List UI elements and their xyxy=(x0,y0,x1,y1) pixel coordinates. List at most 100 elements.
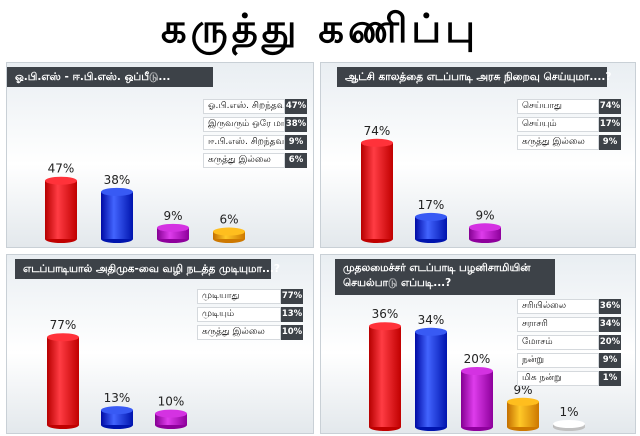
legend-label: ஓ.பி.எஸ். சிறந்தவர் xyxy=(203,99,285,114)
legend-item: நன்று 9% xyxy=(517,353,621,368)
legend-label: நன்று xyxy=(517,353,599,368)
data-label: 9% xyxy=(163,209,182,223)
bar-chart: 36% 34% 20% 9% 1% xyxy=(369,307,585,431)
legend-value: 1% xyxy=(599,371,621,386)
chart-panel-admk-lead: எடப்பாடியால் அதிமுக-வை வழி நடத்த முடியும… xyxy=(6,254,314,434)
legend-label: கருத்து இல்லை xyxy=(197,325,281,340)
bar-top xyxy=(507,397,539,406)
bar xyxy=(157,227,189,239)
legend-item: ஓ.பி.எஸ். சிறந்தவர் 47% xyxy=(203,99,307,114)
legend-item: செய்யும் 17% xyxy=(517,117,621,132)
legend-item: கருத்து இல்லை 9% xyxy=(517,135,621,150)
chart-panel-govt-term: ஆட்சி காலத்தை எடப்பாடி அரசு நிறைவு செய்ய… xyxy=(320,62,636,248)
legend-item: ஈ.பி.எஸ். சிறந்தவர் 9% xyxy=(203,135,307,150)
bar xyxy=(469,227,501,239)
data-label: 9% xyxy=(475,208,494,222)
legend-item: கருத்து இல்லை 10% xyxy=(197,325,303,340)
bar xyxy=(361,142,393,239)
legend-item: மிக நன்று 1% xyxy=(517,371,621,386)
legend-value: 17% xyxy=(599,117,621,132)
chart-title: ஓ.பி.எஸ் - ஈ.பி.எஸ். ஒப்பீடு... xyxy=(7,67,213,87)
legend-item: கருத்து இல்லை 6% xyxy=(203,153,307,168)
bar-top xyxy=(47,333,79,342)
data-label: 38% xyxy=(104,173,131,187)
bar-top xyxy=(415,212,447,221)
legend-label: இருவரும் ஒரே மாதிரி xyxy=(203,117,285,132)
bar-top xyxy=(361,138,393,147)
legend-value: 74% xyxy=(599,99,621,114)
legend-label: கருத்து இல்லை xyxy=(203,153,285,168)
legend-label: செய்யும் xyxy=(517,117,599,132)
legend-label: மிக நன்று xyxy=(517,371,599,386)
data-label: 17% xyxy=(418,198,445,212)
bar xyxy=(101,410,133,425)
bar-top xyxy=(101,187,133,196)
bar-top xyxy=(369,322,401,331)
legend-item: மோசம் 20% xyxy=(517,335,621,350)
legend-value: 47% xyxy=(285,99,307,114)
legend-value: 77% xyxy=(281,289,303,304)
bar-chart: 74% 17% 9% xyxy=(361,124,501,243)
data-label: 34% xyxy=(418,313,445,327)
legend: செய்யாது 74% செய்யும் 17% கருத்து இல்லை 9% xyxy=(517,99,621,153)
bar xyxy=(101,191,133,239)
bar xyxy=(45,180,77,239)
bar xyxy=(47,337,79,425)
bar xyxy=(155,413,187,425)
data-label: 1% xyxy=(559,405,578,419)
legend-label: செய்யாது xyxy=(517,99,599,114)
legend-value: 10% xyxy=(281,325,303,340)
chart-panel-ops-eps: ஓ.பி.எஸ் - ஈ.பி.எஸ். ஒப்பீடு... 47% 38% 9%… xyxy=(6,62,314,248)
bar-top xyxy=(155,409,187,418)
bar-top xyxy=(213,227,245,236)
legend-item: முடியாது 77% xyxy=(197,289,303,304)
legend-value: 38% xyxy=(285,117,307,132)
bar-chart: 77% 13% 10% xyxy=(47,318,187,429)
legend-value: 20% xyxy=(599,335,621,350)
legend-label: சரியில்லை xyxy=(517,299,599,314)
legend-item: சரியில்லை 36% xyxy=(517,299,621,314)
chart-panel-cm-performance: முதலமைச்சர் எடப்பாடி பழனிசாமியின் செயல்ப… xyxy=(320,254,636,434)
legend-label: முடியாது xyxy=(197,289,281,304)
data-label: 10% xyxy=(158,395,185,409)
bar xyxy=(415,216,447,239)
data-label: 6% xyxy=(219,213,238,227)
data-label: 13% xyxy=(104,391,131,405)
bar xyxy=(507,401,539,427)
bar xyxy=(415,331,447,427)
bar-top xyxy=(157,223,189,232)
legend-value: 36% xyxy=(599,299,621,314)
data-label: 47% xyxy=(48,162,75,176)
legend-value: 34% xyxy=(599,317,621,332)
legend-value: 9% xyxy=(599,135,621,150)
bar-top xyxy=(45,176,77,185)
legend: ஓ.பி.எஸ். சிறந்தவர்47%இருவரும் ஒரே மாதிர… xyxy=(203,99,307,171)
legend-label: கருத்து இல்லை xyxy=(517,135,599,150)
legend-item: சராசரி 34% xyxy=(517,317,621,332)
bar-top xyxy=(415,327,447,336)
data-label: 74% xyxy=(364,124,391,138)
chart-title: முதலமைச்சர் எடப்பாடி பழனிசாமியின் செயல்ப… xyxy=(335,259,555,295)
legend-value: 9% xyxy=(599,353,621,368)
bar xyxy=(369,326,401,427)
bar-chart: 47% 38% 9% 6% xyxy=(45,162,245,243)
bar-top xyxy=(101,406,133,415)
legend-label: மோசம் xyxy=(517,335,599,350)
page-title: கருத்து கணிப்பு xyxy=(161,6,479,52)
chart-title: எடப்பாடியால் அதிமுக-வை வழி நடத்த முடியும… xyxy=(15,259,280,279)
legend-value: 9% xyxy=(285,135,307,150)
legend: முடியாது 77% முடியும் 13% கருத்து இல்லை 10% xyxy=(197,289,303,343)
legend-item: இருவரும் ஒரே மாதிரி38% xyxy=(203,117,307,132)
bar xyxy=(461,371,493,427)
data-label: 77% xyxy=(50,318,77,332)
legend-label: முடியும் xyxy=(197,307,281,322)
data-label: 9% xyxy=(513,383,532,397)
legend: சரியில்லை 36% சராசரி 34% மோசம் 20% நன்று 9% மிக … xyxy=(517,299,621,389)
legend-value: 6% xyxy=(285,153,307,168)
data-label: 36% xyxy=(372,307,399,321)
legend-value: 13% xyxy=(281,307,303,322)
chart-title: ஆட்சி காலத்தை எடப்பாடி அரசு நிறைவு செய்ய… xyxy=(337,67,611,87)
legend-label: சராசரி xyxy=(517,317,599,332)
legend-label: ஈ.பி.எஸ். சிறந்தவர் xyxy=(203,135,285,150)
data-label: 20% xyxy=(464,352,491,366)
